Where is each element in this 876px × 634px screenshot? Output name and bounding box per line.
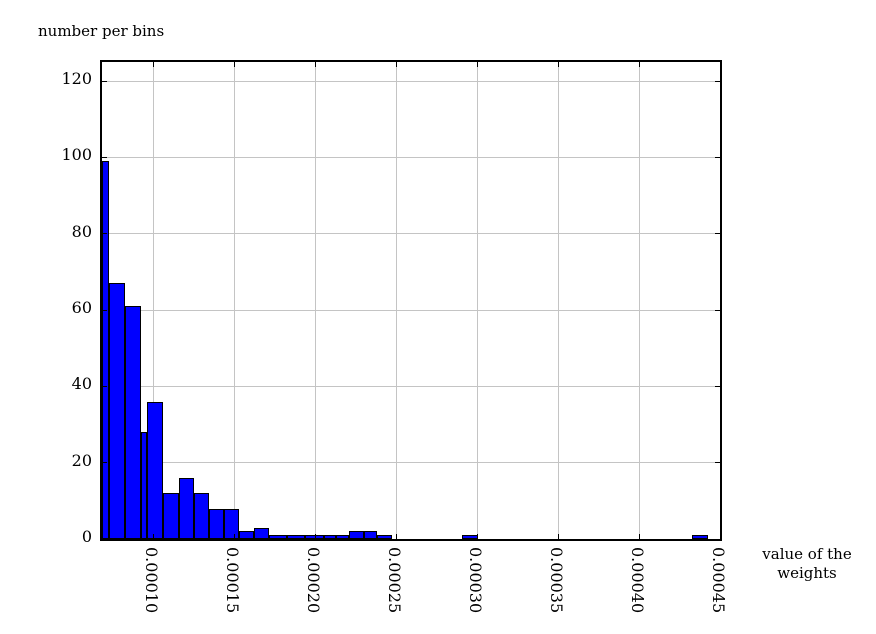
histogram-bar xyxy=(193,493,209,539)
histogram-bar xyxy=(238,531,254,539)
x-tick-label: 0.00020 xyxy=(304,547,324,614)
histogram-bar xyxy=(125,306,142,539)
x-tick-mark xyxy=(233,534,235,539)
gridline-vertical xyxy=(314,62,316,539)
histogram-bar xyxy=(323,535,337,539)
gridline-vertical xyxy=(395,62,397,539)
histogram-bar xyxy=(286,535,306,539)
y-tick-mark-right xyxy=(715,462,720,464)
gridline-horizontal xyxy=(102,462,720,464)
y-tick-mark xyxy=(102,80,107,82)
x-tick-mark-top xyxy=(152,62,154,67)
x-tick-mark-top xyxy=(476,62,478,67)
histogram-bar xyxy=(178,477,194,539)
gridline-vertical xyxy=(233,62,235,539)
gridline-vertical xyxy=(152,62,154,539)
y-tick-label: 20 xyxy=(71,450,92,470)
y-tick-mark-right xyxy=(715,385,720,387)
x-tick-label: 0.00025 xyxy=(385,547,405,614)
x-tick-mark xyxy=(314,534,316,539)
histogram-bar xyxy=(162,493,179,539)
y-tick-mark-right xyxy=(715,309,720,311)
y-tick-mark-right xyxy=(715,80,720,82)
y-tick-label: 40 xyxy=(71,374,92,394)
histogram-bar xyxy=(102,161,109,539)
x-tick-label: 0.00040 xyxy=(628,547,648,614)
gridline-vertical xyxy=(476,62,478,539)
histogram-bar xyxy=(349,531,364,539)
x-tick-label: 0.00035 xyxy=(547,547,567,614)
y-tick-mark xyxy=(102,233,107,235)
x-tick-mark xyxy=(395,534,397,539)
x-tick-mark-top xyxy=(638,62,640,67)
gridline-horizontal xyxy=(102,156,720,158)
gridline-vertical xyxy=(638,62,640,539)
y-tick-mark xyxy=(102,385,107,387)
y-tick-label: 100 xyxy=(61,145,92,165)
histogram-bar xyxy=(363,531,377,539)
histogram-bar xyxy=(223,508,239,539)
y-tick-label: 120 xyxy=(61,69,92,89)
histogram-bar xyxy=(376,535,392,539)
chart-title: number per bins xyxy=(38,22,165,40)
x-tick-mark-top xyxy=(395,62,397,67)
y-tick-label: 0 xyxy=(81,527,92,546)
y-tick-label: 80 xyxy=(71,221,92,241)
x-tick-mark-top xyxy=(314,62,316,67)
histogram-bar xyxy=(305,535,324,539)
histogram-bar xyxy=(208,508,224,539)
x-axis-label: value of the weights xyxy=(762,545,852,582)
histogram-bar xyxy=(268,535,287,539)
gridline-horizontal xyxy=(102,385,720,387)
y-tick-mark-right xyxy=(715,233,720,235)
x-tick-label: 0.00030 xyxy=(466,547,486,614)
x-tick-label: 0.00045 xyxy=(709,547,728,614)
y-tick-label: 60 xyxy=(71,298,92,318)
histogram-bar xyxy=(147,401,163,539)
x-tick-label: 0.00015 xyxy=(223,547,243,614)
y-tick-mark xyxy=(102,538,107,540)
x-tick-mark-top xyxy=(719,62,721,67)
x-tick-mark-top xyxy=(233,62,235,67)
x-tick-mark xyxy=(476,534,478,539)
gridline-horizontal xyxy=(102,80,720,82)
histogram-bar xyxy=(336,535,350,539)
y-tick-mark xyxy=(102,156,107,158)
x-tick-mark xyxy=(152,534,154,539)
y-tick-mark xyxy=(102,462,107,464)
x-tick-mark xyxy=(557,534,559,539)
y-tick-mark-right xyxy=(715,538,720,540)
gridline-horizontal xyxy=(102,233,720,235)
x-tick-mark xyxy=(638,534,640,539)
gridline-vertical xyxy=(557,62,559,539)
y-tick-mark xyxy=(102,309,107,311)
x-tick-mark xyxy=(719,534,721,539)
x-tick-mark-top xyxy=(557,62,559,67)
histogram-bar xyxy=(691,535,709,539)
histogram-bar xyxy=(141,432,148,539)
histogram-bar xyxy=(108,283,126,539)
y-tick-mark-right xyxy=(715,156,720,158)
x-tick-label: 0.00010 xyxy=(142,547,162,614)
gridline-horizontal xyxy=(102,309,720,311)
histogram-bar xyxy=(461,535,479,539)
plot-area xyxy=(100,60,722,541)
histogram-bar xyxy=(253,527,269,539)
